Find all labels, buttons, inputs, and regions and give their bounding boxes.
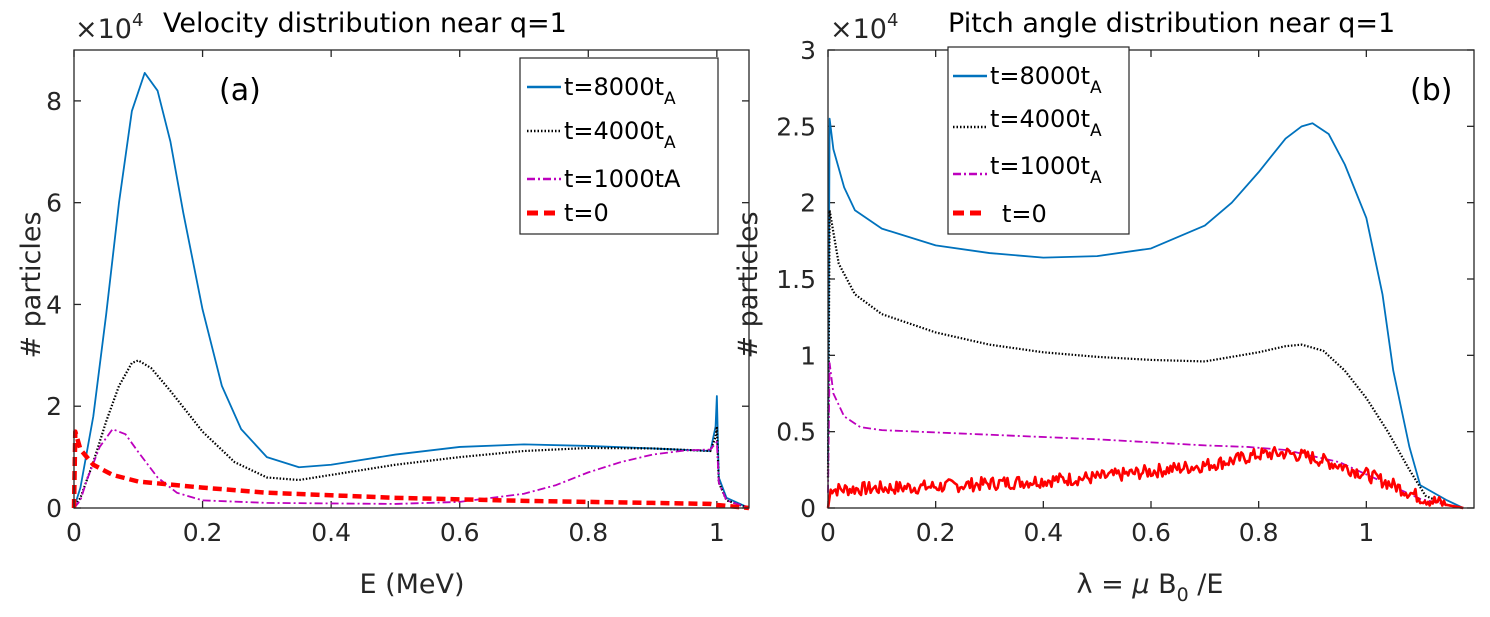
panel-b-series-line-3 [827,362,1464,509]
panel-b-multiplier: ×104 [830,10,898,45]
panel-a-legend: t=8000tA t=4000tA t=1000tA t=0 [519,57,719,235]
panel-a-xtick-label-1: 0.2 [183,518,223,547]
panel-a-series-line-3 [73,428,750,509]
panel-b-xtick-label-0: 0 [820,518,836,547]
panel-a-ylabel: # particles [16,211,47,358]
panel-a-ytick-label-2: 4 [46,290,62,319]
panel-a: ×104 Velocity distribution near q=1 (a) … [16,8,750,600]
panel-a-legend-label-2: t=4000tA [564,117,676,153]
panel-b-legend-label-3: t=1000tA [990,152,1102,188]
panel-a-xtick-label-5: 1 [709,518,725,547]
panel-a-xtick-label-0: 0 [66,518,82,547]
panel-a-legend-label-4: t=0 [564,199,609,227]
panel-b-legend-label-2: t=4000tA [990,105,1102,141]
panel-b-title: Pitch angle distribution near q=1 [948,8,1395,39]
panel-b-ytick-label-5: 2.5 [776,112,816,141]
panel-b-ylabel: # particles [733,211,764,358]
panel-a-series-line-4 [71,429,750,511]
panel-b-series-line-4 [826,446,1464,510]
panel-b-ytick-label-1: 0.5 [776,418,816,447]
panel-b-xtick-label-2: 0.4 [1023,518,1063,547]
panel-b-xlabel: λ = μ B0 /E [1077,569,1224,606]
panel-b-ytick-label-2: 1 [800,341,816,370]
panel-a-xtick-label-3: 0.6 [440,518,480,547]
panel-b-ytick-label-6: 3 [800,36,816,65]
panel-a-ytick-label-4: 8 [46,87,62,116]
panel-a-xtick-label-2: 0.4 [311,518,351,547]
panel-b-xtick-label-3: 0.6 [1131,518,1171,547]
panel-b-xtick-label-5: 1 [1358,518,1374,547]
panel-a-title: Velocity distribution near q=1 [163,8,567,39]
panel-a-ytick-label-3: 6 [46,189,62,218]
panel-a-xtick-label-4: 0.8 [568,518,608,547]
panel-a-series [71,72,750,511]
panel-b-xtick-label-4: 0.8 [1239,518,1279,547]
panel-b-legend-box [947,46,1130,235]
panel-b-series-line-2 [826,209,1464,510]
panel-a-series-line-1 [73,72,750,509]
panel-a-legend-label-3: t=1000tA [564,165,681,193]
panel-b-ytick-label-0: 0 [800,494,816,523]
panel-b-xtick-label-1: 0.2 [916,518,956,547]
panel-b-series [826,117,1464,510]
panel-b-axes-box [827,49,1475,509]
panel-b-series-line-1 [827,117,1464,509]
panel-a-xlabel: E (MeV) [359,569,464,600]
panel-a-ytick-label-0: 0 [46,494,62,523]
panel-a-axes-box [73,49,750,509]
panel-b-ticks: 0 0.2 0.4 0.6 0.8 1 0 0.5 1 1.5 2 2.5 3 [776,36,1474,547]
panel-b: ×104 Pitch angle distribution near q=1 (… [733,8,1475,606]
panel-a-ytick-label-1: 2 [46,392,62,421]
panel-b-legend-label-1: t=8000tA [990,62,1102,98]
panel-b-ytick-label-4: 2 [800,189,816,218]
panel-a-tag: (a) [219,73,261,108]
panel-a-ticks: 0 0.2 0.4 0.6 0.8 1 0 2 4 6 8 [46,50,749,547]
panel-b-legend-label-4: t=0 [1002,200,1047,228]
panel-b-ytick-label-3: 1.5 [776,265,816,294]
panel-a-multiplier: ×104 [75,10,143,45]
panel-b-legend: t=8000tA t=4000tA t=1000tA t=0 [947,46,1130,235]
panel-b-tag: (b) [1410,73,1452,108]
panel-a-legend-label-1: t=8000tA [564,73,676,109]
